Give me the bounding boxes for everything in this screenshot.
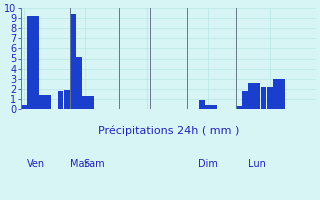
X-axis label: Précipitations 24h ( mm ): Précipitations 24h ( mm ) [98, 126, 239, 136]
Text: Sam: Sam [84, 159, 105, 169]
Bar [21, 105, 27, 109]
Bar [88, 96, 94, 109]
Bar [212, 105, 217, 109]
Bar [254, 83, 260, 109]
Text: Mar: Mar [70, 159, 88, 169]
Text: Ven: Ven [27, 159, 45, 169]
Bar [267, 87, 273, 109]
Bar [45, 95, 51, 109]
Bar [64, 90, 70, 109]
Bar [27, 16, 33, 109]
Text: Dim: Dim [198, 159, 218, 169]
Bar [248, 83, 254, 109]
Text: Lun: Lun [248, 159, 266, 169]
Bar [273, 79, 279, 109]
Bar [260, 87, 267, 109]
Bar [76, 57, 82, 109]
Bar [242, 91, 248, 109]
Bar [205, 105, 211, 109]
Bar [70, 14, 76, 109]
Bar [39, 95, 45, 109]
Bar [199, 100, 205, 109]
Bar [236, 106, 242, 109]
Bar [58, 91, 63, 109]
Bar [279, 79, 285, 109]
Bar [82, 96, 88, 109]
Bar [33, 16, 39, 109]
